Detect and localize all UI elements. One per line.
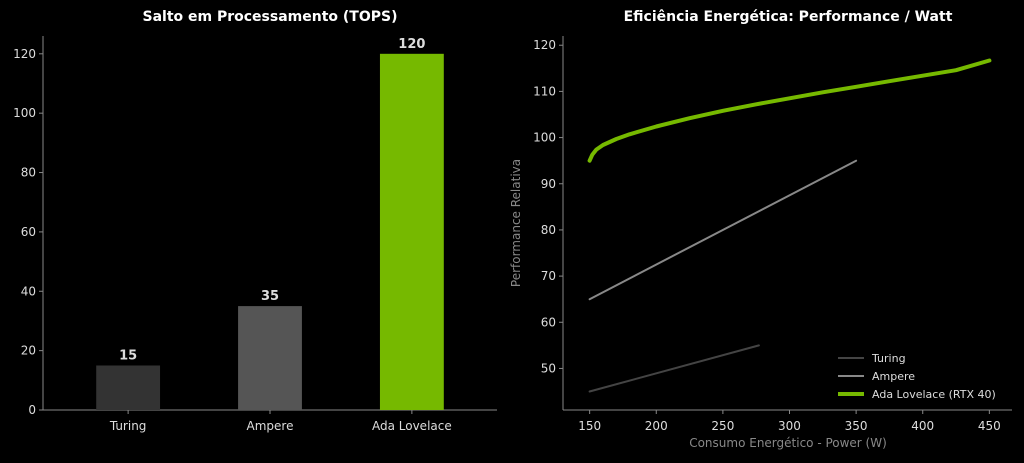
line-chart-xlabel: Consumo Energético - Power (W) — [689, 436, 887, 450]
bar-data-label: 120 — [398, 37, 425, 52]
bar-y-tick-label: 60 — [21, 225, 36, 239]
line-chart-title: Eficiência Energética: Performance / Wat… — [624, 9, 953, 25]
line-y-tick-label: 80 — [541, 223, 556, 237]
bar-data-label: 35 — [261, 289, 279, 304]
series-line-1 — [588, 344, 760, 393]
line-y-tick-label: 50 — [541, 361, 556, 375]
line-y-tick-label: 70 — [541, 269, 556, 283]
line-x-tick-label: 350 — [845, 419, 868, 433]
line-y-tick-label: 110 — [533, 84, 556, 98]
line-x-tick-label: 150 — [578, 419, 601, 433]
line-y-tick-label: 60 — [541, 315, 556, 329]
bar-y-tick-label: 0 — [28, 403, 36, 417]
line-x-tick-label: 400 — [911, 419, 934, 433]
legend-label: Ampere — [872, 370, 915, 383]
bar-y-tick-label: 80 — [21, 166, 36, 180]
bar-chart-title: Salto em Processamento (TOPS) — [143, 9, 398, 25]
series-line-2 — [588, 159, 858, 301]
bar — [238, 306, 302, 410]
bar-y-tick-label: 20 — [21, 344, 36, 358]
line-y-tick-label: 120 — [533, 38, 556, 52]
line-chart-ylabel: Performance Relativa — [509, 159, 523, 287]
line-x-tick-label: 200 — [645, 419, 668, 433]
line-x-tick-label: 300 — [778, 419, 801, 433]
bar — [96, 365, 161, 410]
bar — [379, 53, 444, 411]
bar-x-tick-label: Ampere — [247, 419, 294, 433]
bar-chart-panel: Salto em Processamento (TOPS) 0 20 40 60 80 1… — [13, 9, 497, 433]
bar-x-tick-label: Turing — [109, 419, 147, 433]
bar-y-tick-label: 40 — [21, 284, 36, 298]
line-y-tick-label: 90 — [541, 177, 556, 191]
bar-y-tick-label: 100 — [13, 106, 36, 120]
line-x-tick-label: 250 — [711, 419, 734, 433]
line-x-tick-label: 450 — [978, 419, 1001, 433]
series-line-3 — [587, 58, 992, 163]
bar-y-tick-label: 120 — [13, 47, 36, 61]
bar-x-tick-label: Ada Lovelace — [372, 419, 452, 433]
line-y-tick-label: 100 — [533, 131, 556, 145]
bar-data-label: 15 — [119, 348, 137, 363]
legend-label: Turing — [871, 352, 906, 365]
legend-label: Ada Lovelace (RTX 40) — [872, 388, 996, 401]
line-chart-panel: Eficiência Energética: Performance / Wat… — [509, 9, 1012, 450]
